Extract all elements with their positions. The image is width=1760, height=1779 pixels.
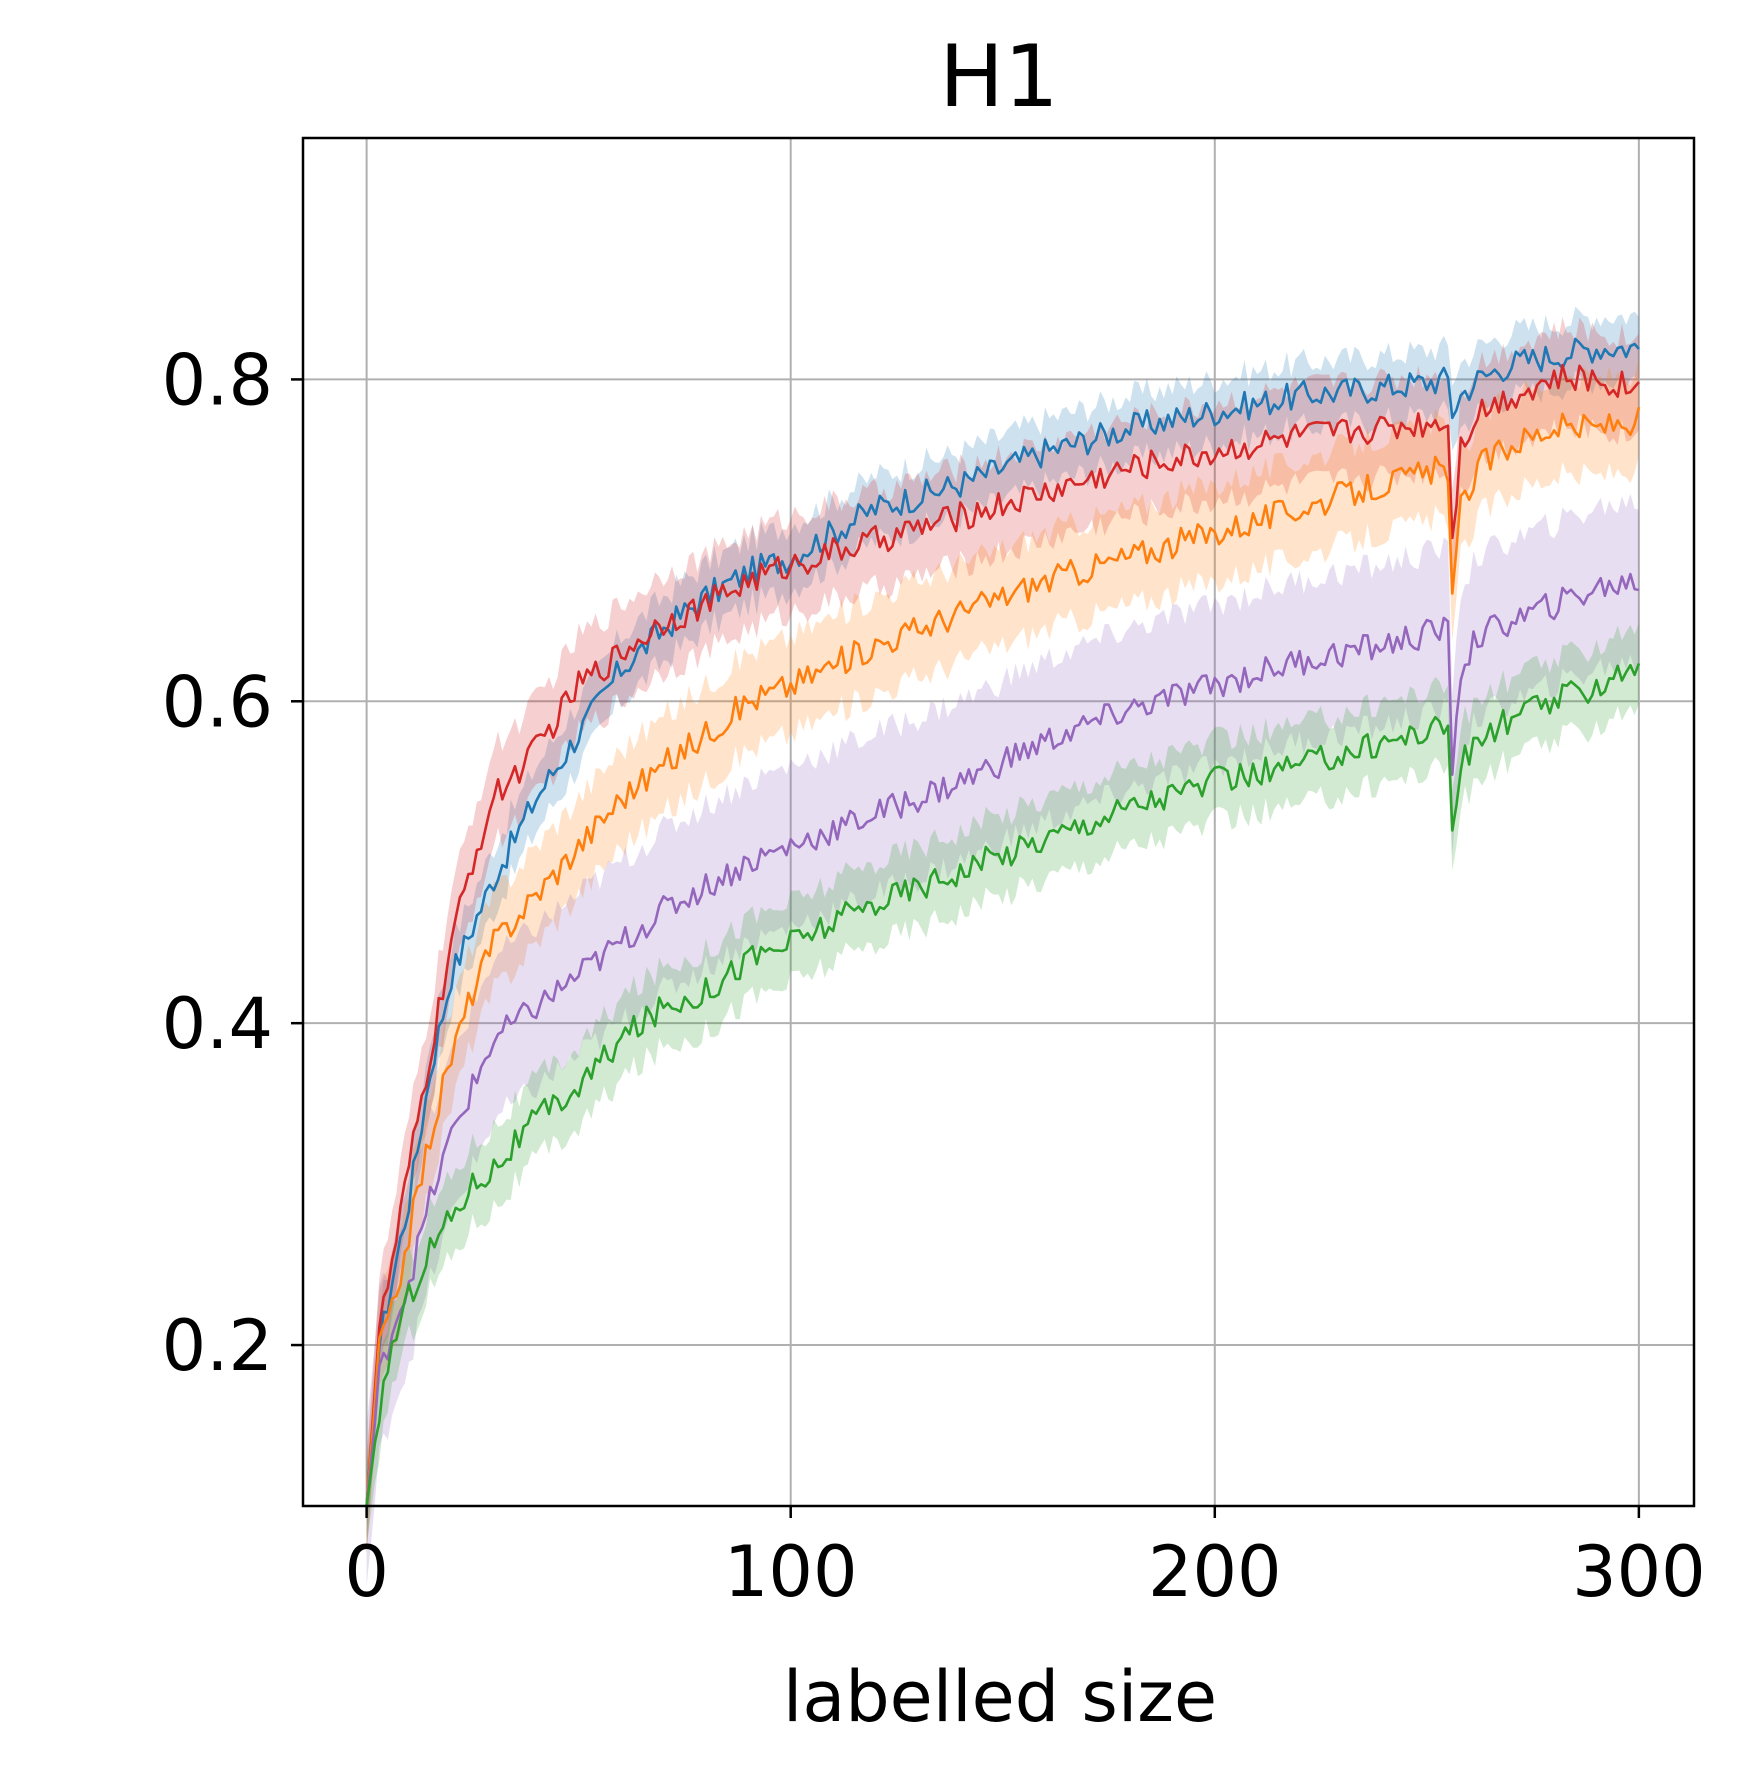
series-band bbox=[366, 358, 1639, 1555]
y-axis: 0.2 0.4 0.6 0.8 bbox=[162, 339, 303, 1387]
x-tick-label: 100 bbox=[724, 1531, 858, 1613]
x-axis: 0 100 200 300 bbox=[344, 1506, 1706, 1613]
chart-title: H1 bbox=[939, 27, 1058, 127]
series-line bbox=[365, 572, 1640, 1507]
y-tick-label: 0.6 bbox=[162, 661, 273, 743]
series-band bbox=[366, 493, 1639, 1587]
y-tick-label: 0.8 bbox=[162, 339, 273, 421]
x-tick-label: 200 bbox=[1148, 1531, 1282, 1613]
y-tick-label: 0.2 bbox=[162, 1305, 273, 1387]
series-line bbox=[365, 363, 1640, 1507]
series-line bbox=[365, 337, 1640, 1507]
series-line bbox=[365, 662, 1641, 1507]
plot-frame bbox=[301, 136, 1696, 1508]
x-tick-label: 0 bbox=[344, 1531, 389, 1613]
series-line bbox=[365, 406, 1641, 1507]
y-tick-label: 0.4 bbox=[162, 983, 273, 1065]
x-tick-label: 300 bbox=[1572, 1531, 1706, 1613]
series-lines bbox=[365, 337, 1641, 1507]
grid bbox=[303, 138, 1694, 1506]
series-band bbox=[366, 623, 1639, 1547]
x-axis-label: labelled size bbox=[783, 1656, 1217, 1738]
series-band bbox=[366, 306, 1639, 1539]
